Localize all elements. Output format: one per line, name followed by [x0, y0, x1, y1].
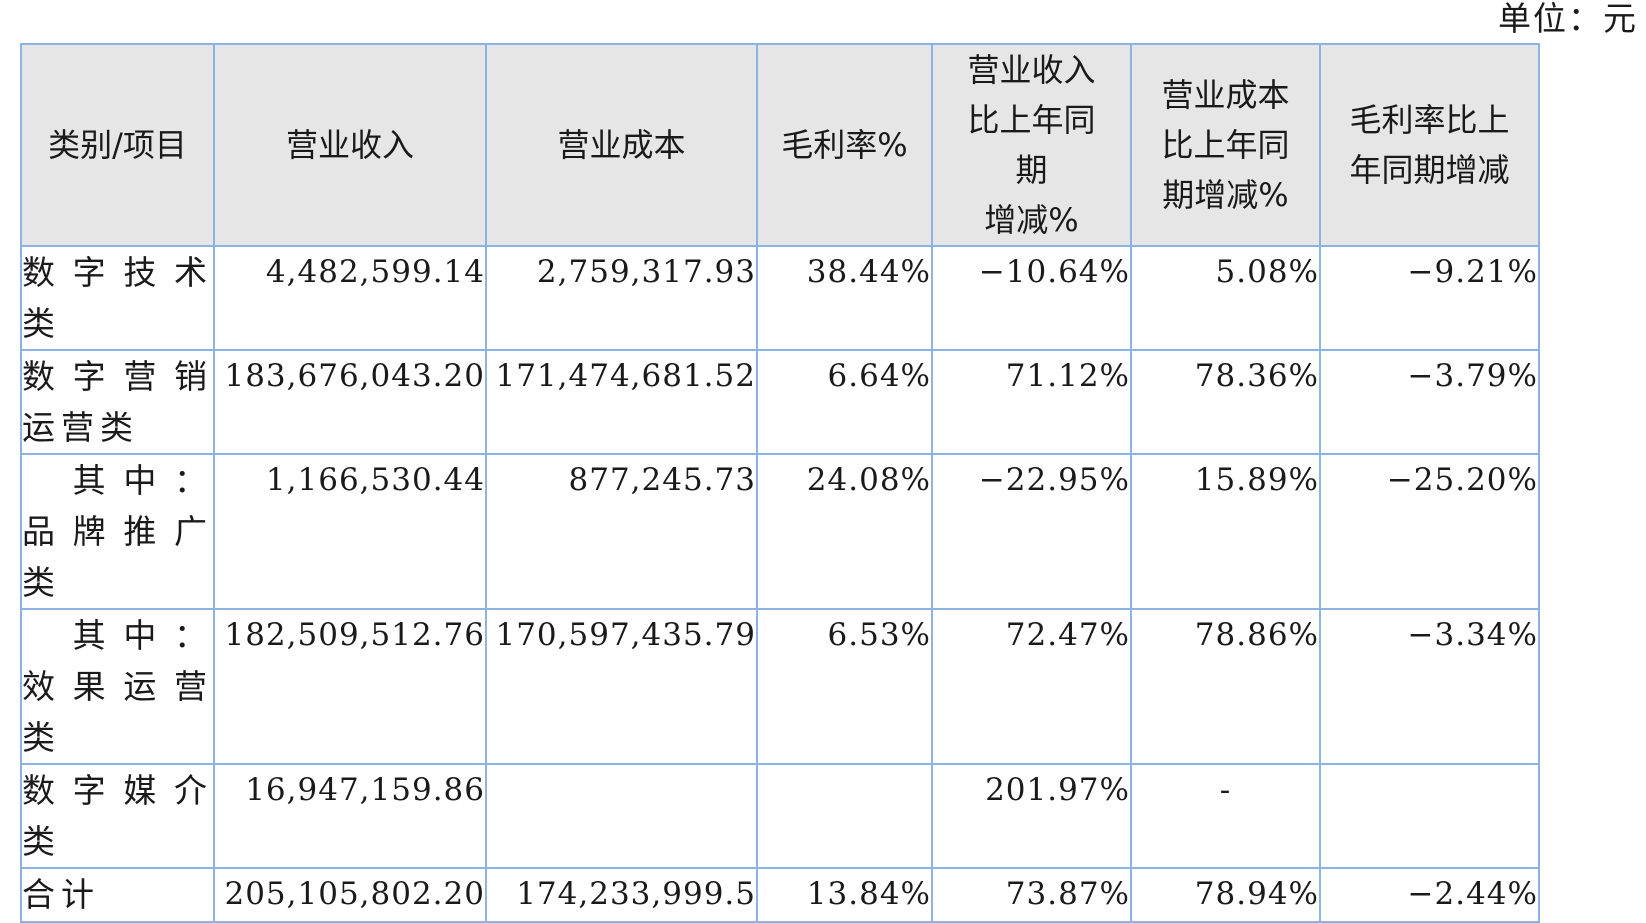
cost-yoy-cell: 5.08%: [1130, 245, 1321, 351]
revenue-yoy-cell: 201.97%: [931, 763, 1132, 869]
revenue-cell: 4,482,599.14: [213, 245, 487, 351]
gross-margin-cell: 13.84%: [756, 867, 933, 923]
gross-margin-cell: 6.64%: [756, 349, 933, 455]
col-header-gross-margin: 毛利率%: [756, 43, 933, 247]
gross-margin-cell: [756, 763, 933, 869]
gross-margin-cell: 24.08%: [756, 453, 933, 610]
margin-yoy-cell: −3.79%: [1319, 349, 1540, 455]
col-header-margin-yoy: 毛利率比上 年同期增减: [1319, 43, 1540, 247]
margin-yoy-cell: −9.21%: [1319, 245, 1540, 351]
cost-yoy-cell: 78.36%: [1130, 349, 1321, 455]
margin-yoy-cell: [1319, 763, 1540, 869]
category-cell: 数字营销运营类: [20, 349, 215, 455]
cost-cell: [485, 763, 758, 869]
margin-yoy-cell: −3.34%: [1319, 608, 1540, 765]
revenue-yoy-cell: −22.95%: [931, 453, 1132, 610]
revenue-cell: 1,166,530.44: [213, 453, 487, 610]
revenue-yoy-cell: 71.12%: [931, 349, 1132, 455]
col-header-cost-yoy: 营业成本 比上年同 期增减%: [1130, 43, 1321, 247]
revenue-cell: 182,509,512.76: [213, 608, 487, 765]
col-header-revenue: 营业收入: [213, 43, 487, 247]
cost-yoy-cell: 78.94%: [1130, 867, 1321, 923]
cost-cell: 877,245.73: [485, 453, 758, 610]
table-row: 数字媒介类 16,947,159.86 201.97% -: [20, 763, 1540, 869]
revenue-cell: 205,105,802.20: [213, 867, 487, 923]
gross-margin-cell: 6.53%: [756, 608, 933, 765]
revenue-yoy-cell: 72.47%: [931, 608, 1132, 765]
col-header-cost: 营业成本: [485, 43, 758, 247]
unit-label: 单位：元: [1498, 0, 1638, 38]
revenue-cell: 183,676,043.20: [213, 349, 487, 455]
cost-cell: 170,597,435.79: [485, 608, 758, 765]
category-cell: 合计: [20, 867, 215, 923]
table-row: 数字营销运营类 183,676,043.20 171,474,681.52 6.…: [20, 349, 1540, 455]
category-cell: 数字技术类: [20, 245, 215, 351]
table-row: 其中：品牌推广类 1,166,530.44 877,245.73 24.08% …: [20, 453, 1540, 610]
revenue-by-category-table: 类别/项目 营业收入 营业成本 毛利率% 营业收入 比上年同 期 增减% 营业成…: [20, 43, 1540, 923]
table-row: 数字技术类 4,482,599.14 2,759,317.93 38.44% −…: [20, 245, 1540, 351]
category-cell: 其中：品牌推广类: [20, 453, 215, 610]
revenue-cell: 16,947,159.86: [213, 763, 487, 869]
cost-cell: 174,233,999.5: [485, 867, 758, 923]
cost-cell: 171,474,681.52: [485, 349, 758, 455]
header-row: 类别/项目 营业收入 营业成本 毛利率% 营业收入 比上年同 期 增减% 营业成…: [20, 43, 1540, 247]
col-header-revenue-yoy: 营业收入 比上年同 期 增减%: [931, 43, 1132, 247]
cost-cell: 2,759,317.93: [485, 245, 758, 351]
cost-yoy-cell: -: [1130, 763, 1321, 869]
cost-yoy-cell: 15.89%: [1130, 453, 1321, 610]
revenue-yoy-cell: 73.87%: [931, 867, 1132, 923]
cost-yoy-cell: 78.86%: [1130, 608, 1321, 765]
col-header-category: 类别/项目: [20, 43, 215, 247]
margin-yoy-cell: −2.44%: [1319, 867, 1540, 923]
revenue-yoy-cell: −10.64%: [931, 245, 1132, 351]
category-cell: 其中：效果运营类: [20, 608, 215, 765]
table-row: 其中：效果运营类 182,509,512.76 170,597,435.79 6…: [20, 608, 1540, 765]
category-cell: 数字媒介类: [20, 763, 215, 869]
table-row-total: 合计 205,105,802.20 174,233,999.5 13.84% 7…: [20, 867, 1540, 923]
gross-margin-cell: 38.44%: [756, 245, 933, 351]
margin-yoy-cell: −25.20%: [1319, 453, 1540, 610]
